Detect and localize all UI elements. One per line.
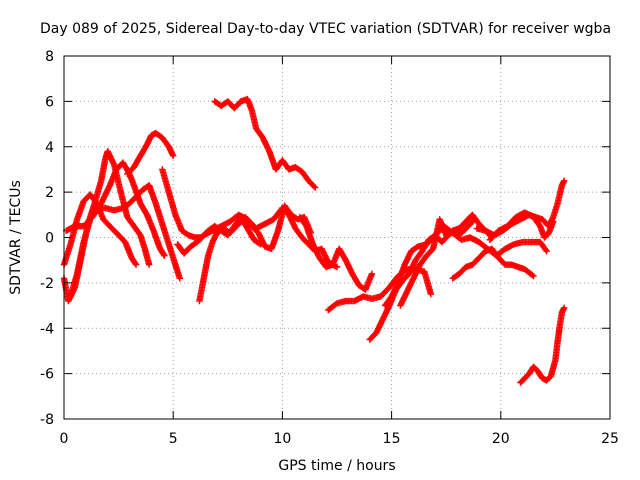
x-tick-label: 25 <box>601 431 619 447</box>
data-point <box>543 247 550 255</box>
series-arc17 <box>486 209 557 243</box>
series-arc6 <box>159 166 264 248</box>
data-point <box>161 252 168 259</box>
data-point <box>170 152 177 160</box>
y-tick-label: 4 <box>45 140 54 156</box>
x-axis-label: GPS time / hours <box>278 458 395 474</box>
x-tick-label: 5 <box>169 431 178 447</box>
y-tick-label: 0 <box>45 231 54 247</box>
y-tick-label: -6 <box>40 367 54 383</box>
data-point <box>560 304 568 312</box>
data-point <box>333 263 341 271</box>
data-point <box>560 177 568 184</box>
series-arc4 <box>67 182 183 300</box>
x-tick-label: 10 <box>273 431 291 447</box>
data-point <box>132 261 140 268</box>
series-arc18 <box>517 304 568 386</box>
y-tick-label: 6 <box>45 94 54 110</box>
data-point <box>529 271 536 279</box>
x-tick-label: 20 <box>492 431 510 447</box>
data-point <box>311 184 319 191</box>
y-tick-label: 8 <box>45 49 54 65</box>
y-tick-label: -8 <box>40 412 54 428</box>
data-point <box>176 275 183 282</box>
data-point <box>310 183 318 190</box>
series-arc9 <box>211 95 319 191</box>
data-point <box>530 272 537 280</box>
series-arc8 <box>196 202 314 305</box>
data-point <box>368 270 376 277</box>
data-point <box>160 251 167 258</box>
series-arc15 <box>449 245 537 282</box>
chart-title: Day 089 of 2025, Sidereal Day-to-day VTE… <box>40 21 611 37</box>
y-tick-label: 2 <box>45 185 54 201</box>
series-arc10 <box>296 213 376 293</box>
x-tick-label: 0 <box>60 431 69 447</box>
series-arc5 <box>124 129 177 178</box>
axis-ticks: 0 5 10 15 20 25 -8 -6 -4 -2 0 2 4 6 8 <box>40 49 619 447</box>
data-point <box>427 291 435 298</box>
y-tick-label: -4 <box>40 321 54 337</box>
data-point <box>145 261 153 268</box>
grid-lines <box>64 56 610 419</box>
data-points <box>60 95 568 386</box>
data-point <box>132 260 139 267</box>
y-axis-label: SDTVAR / TECUs <box>8 180 24 295</box>
y-tick-label: -2 <box>40 276 54 292</box>
series-arc12 <box>366 216 478 343</box>
data-point <box>542 246 549 254</box>
data-point <box>550 218 557 225</box>
x-tick-label: 15 <box>383 431 401 447</box>
